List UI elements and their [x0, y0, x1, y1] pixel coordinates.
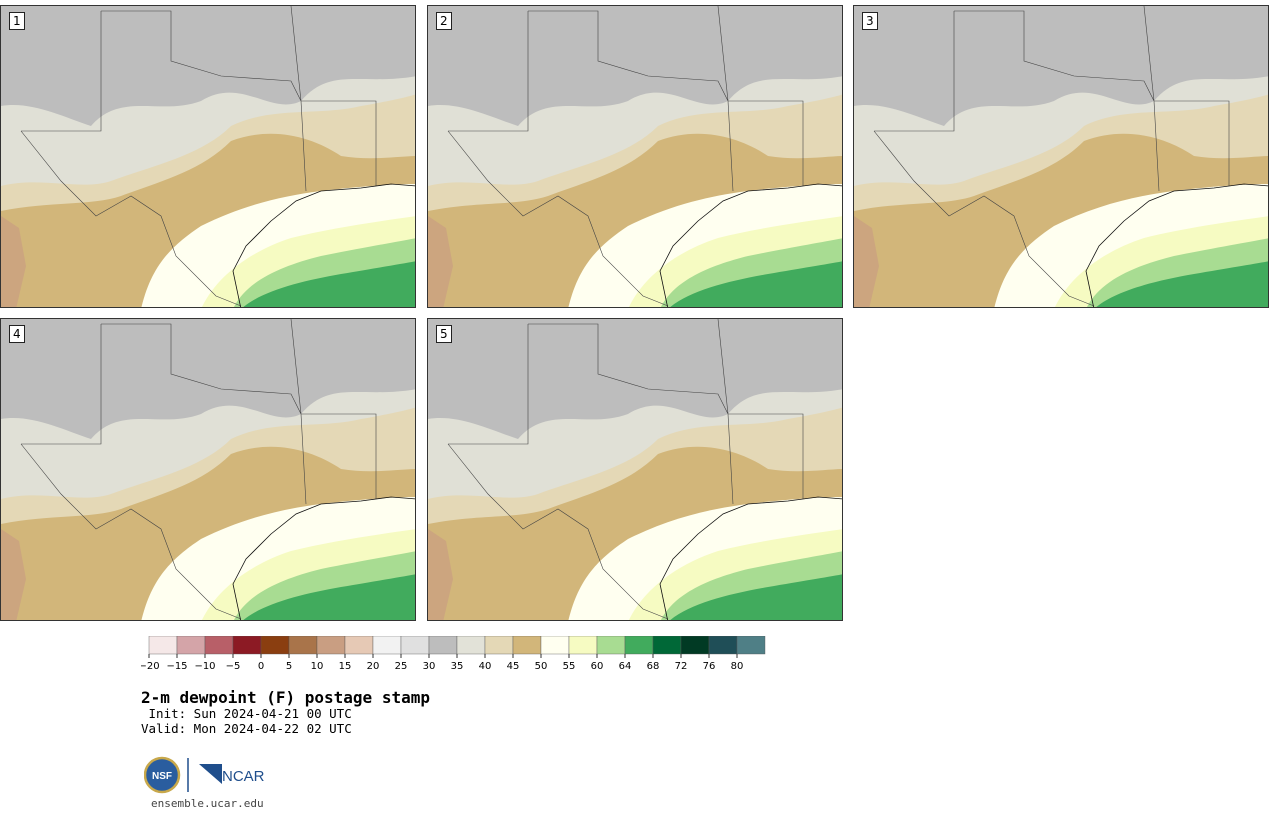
colorbar: −20 −15 −10 −5 0 5 10 15 20 25 30 35 40 45 50 55 60 64 68 7… — [141, 636, 766, 672]
nsf-logo — [144, 756, 181, 794]
colorbar-swatch — [680, 636, 710, 655]
map-panel-2: 2 — [427, 5, 843, 308]
dewpoint-map — [1, 6, 415, 307]
ncar-logo — [199, 764, 222, 784]
map-panel-1: 1 — [0, 5, 416, 308]
valid-time: Valid: Mon 2024-04-22 02 UTC — [141, 721, 352, 736]
colorbar-tick-label: 10 — [311, 661, 324, 672]
nsf-logo-text: NSF — [152, 771, 172, 782]
colorbar-tick-label: 50 — [535, 661, 548, 672]
dewpoint-map — [854, 6, 1268, 307]
colorbar-swatch — [344, 636, 374, 655]
dewpoint-map — [428, 6, 842, 307]
colorbar-tick-label: −10 — [194, 661, 215, 672]
colorbar-swatch — [232, 636, 262, 655]
colorbar-tick-label: 72 — [675, 661, 688, 672]
colorbar-tick-label: 25 — [395, 661, 408, 672]
colorbar-swatch — [596, 636, 626, 655]
colorbar-swatch — [316, 636, 346, 655]
colorbar-tick-label: 30 — [423, 661, 436, 672]
map-panel-3: 3 — [853, 5, 1269, 308]
colorbar-swatch — [568, 636, 598, 655]
nsf-ncar-logos: NSF NCAR — [144, 756, 265, 794]
panel-label: 5 — [436, 325, 452, 343]
colorbar-swatch — [176, 636, 206, 655]
colorbar-tick-label: 64 — [619, 661, 632, 672]
colorbar-tick-label: 20 — [367, 661, 380, 672]
page-title: 2-m dewpoint (F) postage stamp — [141, 688, 430, 707]
colorbar-swatch — [708, 636, 738, 655]
colorbar-swatch — [428, 636, 458, 655]
panel-label: 3 — [862, 12, 878, 30]
colorbar-tick-label: 68 — [647, 661, 660, 672]
colorbar-tick-label: 40 — [479, 661, 492, 672]
colorbar-tick-label: −15 — [166, 661, 187, 672]
colorbar-swatch — [288, 636, 318, 655]
site-url: ensemble.ucar.edu — [151, 797, 264, 810]
colorbar-tick-label: 35 — [451, 661, 464, 672]
colorbar-swatch — [624, 636, 654, 655]
ncar-logo-text: NCAR — [222, 768, 265, 785]
colorbar-swatch — [204, 636, 234, 655]
colorbar-tick-label: 60 — [591, 661, 604, 672]
colorbar-swatch — [512, 636, 542, 655]
colorbar-tick-label: 76 — [703, 661, 716, 672]
colorbar-swatch — [260, 636, 290, 655]
colorbar-tick-label: 45 — [507, 661, 520, 672]
map-panel-5: 5 — [427, 318, 843, 621]
panel-label: 2 — [436, 12, 452, 30]
init-time: Init: Sun 2024-04-21 00 UTC — [141, 706, 352, 721]
colorbar-tick-label: −20 — [141, 661, 160, 672]
dewpoint-map — [1, 319, 415, 620]
colorbar-swatch — [540, 636, 570, 655]
colorbar-tick-label: 5 — [286, 661, 292, 672]
colorbar-swatch — [372, 636, 402, 655]
dewpoint-map — [428, 319, 842, 620]
colorbar-tick-label: −5 — [226, 661, 241, 672]
colorbar-swatch — [736, 636, 766, 655]
colorbar-tick-label: 15 — [339, 661, 352, 672]
colorbar-swatch — [400, 636, 430, 655]
colorbar-swatch — [456, 636, 486, 655]
colorbar-tick-label: 80 — [731, 661, 744, 672]
colorbar-swatch — [484, 636, 514, 655]
colorbar-tick-label: 55 — [563, 661, 576, 672]
colorbar-tick-label: 0 — [258, 661, 264, 672]
colorbar-swatch — [148, 636, 178, 655]
map-panel-4: 4 — [0, 318, 416, 621]
panel-label: 4 — [9, 325, 25, 343]
panel-label: 1 — [9, 12, 25, 30]
colorbar-swatch — [652, 636, 682, 655]
